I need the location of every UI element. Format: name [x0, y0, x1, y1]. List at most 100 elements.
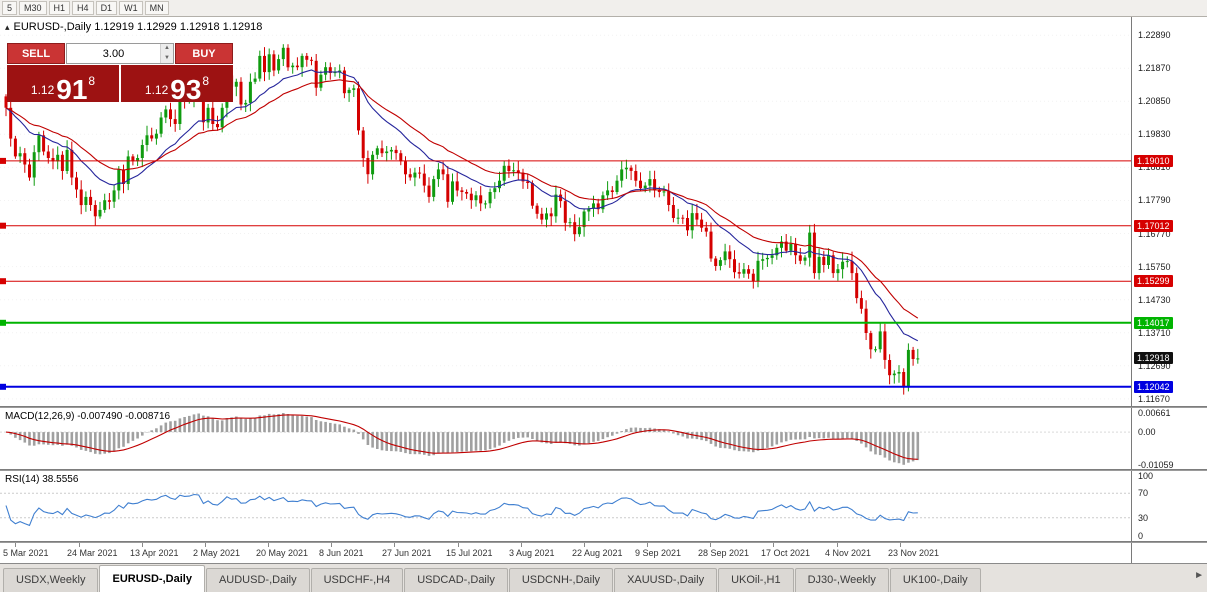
time-axis-tick — [268, 543, 269, 547]
time-axis-tick — [837, 543, 838, 547]
tab-usdcnh-daily[interactable]: USDCNH-,Daily — [508, 568, 614, 592]
time-axis[interactable]: 5 Mar 2021 24 Mar 2021 13 Apr 2021 2 May 20… — [0, 543, 1131, 563]
price-axis-tick: 0.00661 — [1138, 408, 1171, 418]
tab-usdchf-h4[interactable]: USDCHF-,H4 — [310, 568, 404, 592]
tab-xauusd-daily[interactable]: XAUUSD-,Daily — [614, 568, 718, 592]
bid-price-small: 1.12 — [30, 83, 55, 97]
panel-divider[interactable] — [0, 541, 1207, 543]
date-label: 20 May 2021 — [256, 548, 309, 558]
time-axis-tick — [584, 543, 585, 547]
date-label: 23 Nov 2021 — [888, 548, 940, 558]
time-axis-tick — [15, 543, 16, 547]
price-axis-tick: 70 — [1138, 488, 1149, 499]
ask-price-display[interactable]: 1.12 93 8 — [121, 65, 233, 105]
macd-chart-svg — [0, 413, 1131, 465]
date-label: 13 Apr 2021 — [130, 548, 179, 558]
time-axis-tick — [773, 543, 774, 547]
timeframe-button-w1[interactable]: W1 — [119, 1, 143, 15]
chart-symbol-icon: ▴ — [5, 21, 10, 32]
price-axis-badge: 1.17012 — [1134, 219, 1173, 232]
price-axis-badge: 1.19010 — [1134, 154, 1173, 167]
date-label: 15 Jul 2021 — [446, 548, 493, 558]
ask-price-small: 1.12 — [144, 83, 169, 97]
price-axis-tick: 0.00 — [1138, 427, 1156, 438]
price-axis-tick: 0 — [1138, 531, 1144, 541]
time-axis-tick — [331, 543, 332, 547]
price-axis[interactable]: 1.22890 1.21870 1.20850 1.19830 1.18810 1.177… — [1131, 17, 1207, 563]
rsi-chart-svg — [0, 492, 1131, 527]
time-axis-tick — [900, 543, 901, 547]
date-label: 2 May 2021 — [193, 548, 241, 558]
chart-header-text: EURUSD-,Daily 1.12919 1.12929 1.12918 1.… — [13, 21, 263, 33]
price-axis-tick: 1.21870 — [1138, 63, 1171, 74]
date-label: 24 Mar 2021 — [67, 548, 118, 558]
timeframe-button-h4[interactable]: H4 — [72, 1, 94, 15]
volume-input[interactable] — [67, 44, 160, 63]
rsi-panel: RSI(14) 38.5556 — [0, 471, 1131, 541]
time-axis-tick — [710, 543, 711, 547]
tab-audusd-daily[interactable]: AUDUSD-,Daily — [205, 568, 310, 592]
tab-usdx-weekly[interactable]: USDX,Weekly — [3, 568, 99, 592]
bid-price-big: 91 — [56, 74, 88, 105]
bid-price-sup: 8 — [88, 74, 96, 88]
volume-down-button[interactable]: ▼ — [161, 53, 173, 63]
date-label: 3 Aug 2021 — [509, 548, 555, 558]
chart-header: ▴ EURUSD-,Daily 1.12919 1.12929 1.12918 … — [5, 21, 262, 33]
timeframe-button-m30[interactable]: M30 — [19, 1, 47, 15]
ask-price-big: 93 — [170, 74, 202, 105]
panel-divider[interactable] — [0, 406, 1207, 408]
sell-button[interactable]: SELL — [7, 43, 65, 64]
macd-panel: MACD(12,26,9) -0.007490 -0.008716 — [0, 408, 1131, 469]
timeframe-button-h1[interactable]: H1 — [48, 1, 71, 15]
date-label: 22 Aug 2021 — [572, 548, 623, 558]
date-label: 17 Oct 2021 — [761, 548, 811, 558]
date-label: 9 Sep 2021 — [635, 548, 682, 558]
buy-button[interactable]: BUY — [175, 43, 233, 64]
price-axis-tick: 1.14730 — [1138, 294, 1171, 305]
volume-down-icon: ▼ — [164, 54, 170, 61]
rsi-label: RSI(14) 38.5556 — [5, 474, 79, 485]
price-axis-tick: 1.20850 — [1138, 96, 1171, 107]
price-axis-badge: 1.15299 — [1134, 275, 1173, 288]
volume-up-icon: ▲ — [164, 45, 170, 52]
timeframe-toolbar: 5 M30 H1 H4 D1 W1 MN — [0, 0, 1207, 17]
price-axis-tick: -0.01059 — [1138, 460, 1174, 470]
main-chart-panel[interactable]: ▴ EURUSD-,Daily 1.12919 1.12929 1.12918 … — [0, 17, 1131, 406]
price-axis-badge: 1.14017 — [1134, 316, 1173, 329]
ask-price-sup: 8 — [202, 74, 210, 88]
price-axis-tick: 1.11670 — [1138, 393, 1170, 404]
one-click-trading-panel: SELL ▲ ▼ BUY 1.12 91 8 1.12 — [7, 43, 233, 105]
tab-eurusd-daily[interactable]: EURUSD-,Daily — [99, 565, 205, 592]
price-axis-tick: 1.17790 — [1138, 195, 1171, 206]
price-axis-tick: 30 — [1138, 512, 1149, 523]
time-axis-tick — [647, 543, 648, 547]
time-axis-tick — [79, 543, 80, 547]
price-axis-tick: 1.22890 — [1138, 30, 1171, 41]
tab-ukoil-h1[interactable]: UKOil-,H1 — [718, 568, 794, 592]
bid-price-display[interactable]: 1.12 91 8 — [7, 65, 119, 105]
tab-scroll-right-button[interactable]: ► — [1194, 570, 1204, 581]
date-label: 4 Nov 2021 — [825, 548, 872, 558]
tab-dj30-weekly[interactable]: DJ30-,Weekly — [794, 568, 889, 592]
timeframe-button-d1[interactable]: D1 — [95, 1, 118, 15]
date-label: 28 Sep 2021 — [698, 548, 750, 558]
timeframe-button-5[interactable]: 5 — [2, 1, 18, 15]
price-axis-tick: 1.16770 — [1138, 228, 1171, 239]
chart-tabs: USDX,Weekly EURUSD-,Daily AUDUSD-,Daily USD… — [0, 563, 1207, 592]
time-axis-tick — [521, 543, 522, 547]
tab-usdcad-daily[interactable]: USDCAD-,Daily — [404, 568, 508, 592]
price-axis-tick: 1.19830 — [1138, 129, 1171, 140]
main-chart-svg[interactable] — [0, 17, 1131, 406]
date-label: 8 Jun 2021 — [319, 548, 364, 558]
tab-uk100-daily[interactable]: UK100-,Daily — [889, 568, 981, 592]
time-axis-tick — [142, 543, 143, 547]
time-axis-tick — [458, 543, 459, 547]
panel-divider[interactable] — [0, 469, 1207, 471]
time-axis-tick — [205, 543, 206, 547]
timeframe-button-mn[interactable]: MN — [144, 1, 169, 15]
price-axis-tick: 1.18810 — [1138, 162, 1171, 173]
volume-spinner: ▲ ▼ — [160, 44, 173, 63]
date-label: 5 Mar 2021 — [3, 548, 49, 558]
volume-up-button[interactable]: ▲ — [161, 44, 173, 54]
